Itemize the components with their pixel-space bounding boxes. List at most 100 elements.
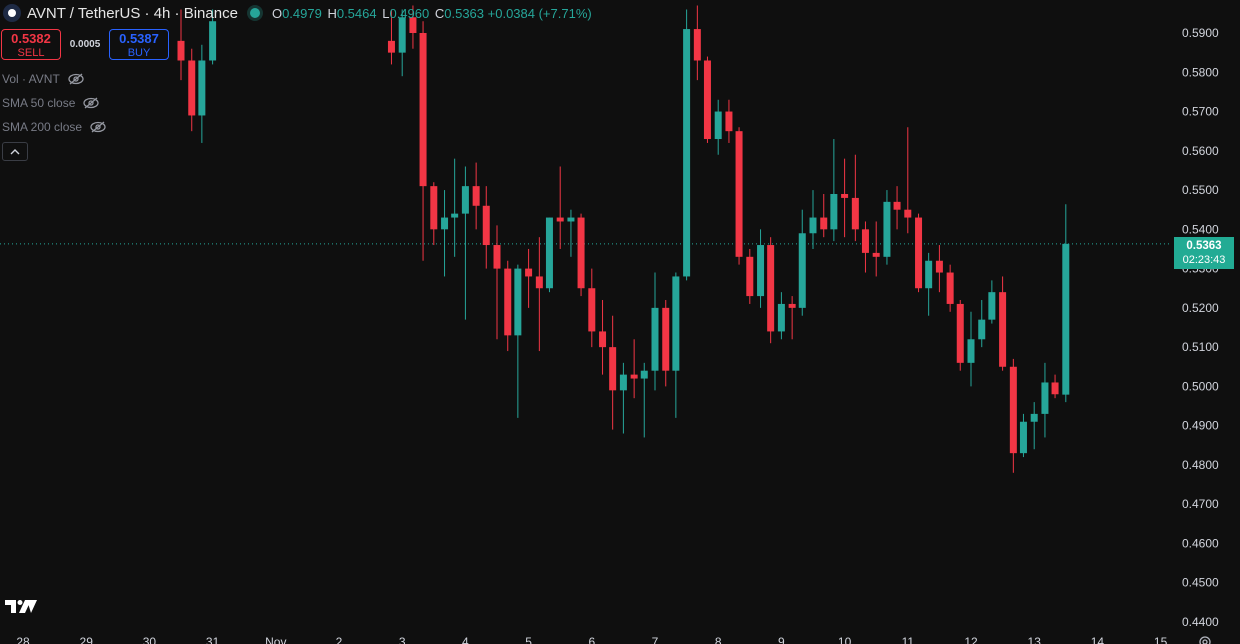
- sell-button[interactable]: 0.5382 SELL: [1, 29, 61, 60]
- candle[interactable]: [1030, 402, 1038, 450]
- candle[interactable]: [935, 245, 943, 293]
- candle[interactable]: [703, 56, 711, 143]
- candle[interactable]: [1041, 362, 1049, 438]
- candle[interactable]: [535, 237, 543, 352]
- candle[interactable]: [746, 248, 754, 304]
- candle-body: [788, 303, 796, 308]
- collapse-indicators-button[interactable]: [2, 142, 28, 161]
- candle[interactable]: [504, 260, 512, 352]
- candle[interactable]: [915, 213, 923, 293]
- candle-body: [504, 268, 512, 336]
- candle[interactable]: [409, 5, 417, 49]
- time-tick-label: 14: [1091, 635, 1105, 644]
- price-tick-label: 0.5100: [1182, 340, 1219, 354]
- candle[interactable]: [651, 272, 659, 391]
- candle[interactable]: [461, 166, 469, 320]
- candle[interactable]: [419, 21, 427, 261]
- candle[interactable]: [525, 248, 533, 308]
- candle-body: [777, 303, 785, 332]
- candle[interactable]: [809, 190, 817, 249]
- price-tick-label: 0.5400: [1182, 222, 1219, 236]
- candle[interactable]: [387, 9, 395, 65]
- indicator-sma-200[interactable]: SMA 200 close: [2, 120, 106, 134]
- indicator-sma-50[interactable]: SMA 50 close: [2, 96, 100, 110]
- exchange-logo-icon: [3, 4, 21, 22]
- time-tick-label: 28: [16, 635, 30, 644]
- candle[interactable]: [798, 209, 806, 316]
- candle[interactable]: [609, 315, 617, 430]
- candle[interactable]: [735, 127, 743, 265]
- candles[interactable]: [177, 5, 1070, 473]
- candle[interactable]: [588, 268, 596, 348]
- indicator-volume[interactable]: Vol · AVNT: [2, 72, 84, 86]
- eye-off-icon[interactable]: [68, 73, 84, 85]
- candle[interactable]: [1009, 358, 1017, 473]
- candle[interactable]: [861, 221, 869, 273]
- candle[interactable]: [599, 300, 607, 375]
- candle[interactable]: [556, 166, 564, 249]
- candle-countdown: 02:23:43: [1182, 254, 1226, 266]
- time-tick-label: 12: [964, 635, 978, 644]
- buy-button[interactable]: 0.5387 BUY: [109, 29, 169, 60]
- candle[interactable]: [820, 193, 828, 238]
- candle[interactable]: [619, 362, 627, 434]
- candle[interactable]: [767, 237, 775, 344]
- candle-body: [545, 217, 553, 289]
- candle[interactable]: [640, 362, 648, 438]
- candle[interactable]: [777, 292, 785, 340]
- candle[interactable]: [545, 217, 553, 293]
- candle[interactable]: [177, 9, 185, 81]
- candle[interactable]: [451, 158, 459, 257]
- candle[interactable]: [188, 48, 196, 132]
- candle[interactable]: [999, 276, 1007, 371]
- candle[interactable]: [893, 186, 901, 230]
- candle[interactable]: [567, 209, 575, 257]
- candle[interactable]: [851, 154, 859, 242]
- candle[interactable]: [493, 225, 501, 340]
- chart-header: AVNT / TetherUS · 4h · Binance O0.4979 H…: [0, 0, 592, 26]
- candle[interactable]: [925, 252, 933, 316]
- candle[interactable]: [725, 99, 733, 143]
- candle[interactable]: [398, 9, 406, 77]
- candle[interactable]: [841, 158, 849, 238]
- candle[interactable]: [714, 99, 722, 155]
- tradingview-logo-icon[interactable]: [5, 598, 37, 614]
- candle[interactable]: [872, 221, 880, 277]
- candle[interactable]: [441, 190, 449, 277]
- candle[interactable]: [956, 300, 964, 371]
- candle[interactable]: [683, 9, 691, 281]
- candle[interactable]: [662, 300, 670, 387]
- candle[interactable]: [577, 213, 585, 297]
- candle-body: [640, 370, 648, 379]
- price-tick-label: 0.5500: [1182, 183, 1219, 197]
- candle[interactable]: [978, 300, 986, 348]
- candle[interactable]: [1062, 204, 1070, 403]
- candle[interactable]: [788, 296, 796, 340]
- candle[interactable]: [209, 9, 217, 65]
- candle[interactable]: [883, 190, 891, 265]
- time-axis[interactable]: 28 29 30 31 Nov 2 3 4 5 6 7 8 9 10 11 12 13 14 15: [16, 635, 1167, 644]
- candle[interactable]: [693, 5, 701, 81]
- gear-icon[interactable]: [1198, 634, 1212, 644]
- candle[interactable]: [198, 44, 206, 143]
- candle[interactable]: [904, 127, 912, 234]
- candle[interactable]: [630, 339, 638, 399]
- candle[interactable]: [830, 139, 838, 242]
- candle-body: [588, 288, 596, 332]
- candle[interactable]: [1051, 374, 1059, 399]
- candle[interactable]: [757, 229, 765, 308]
- eye-off-icon[interactable]: [90, 121, 106, 133]
- candle[interactable]: [514, 264, 522, 418]
- candle[interactable]: [672, 272, 680, 418]
- candle[interactable]: [482, 186, 490, 269]
- candle[interactable]: [988, 280, 996, 324]
- candle[interactable]: [967, 311, 975, 387]
- candle[interactable]: [946, 264, 954, 312]
- price-axis[interactable]: 0.59000.58000.57000.56000.55000.54000.53…: [1182, 26, 1219, 629]
- eye-off-icon[interactable]: [83, 97, 100, 109]
- candle[interactable]: [1019, 413, 1027, 458]
- candle[interactable]: [472, 162, 480, 230]
- symbol-title[interactable]: AVNT / TetherUS · 4h · Binance: [27, 4, 238, 22]
- candle[interactable]: [430, 182, 438, 246]
